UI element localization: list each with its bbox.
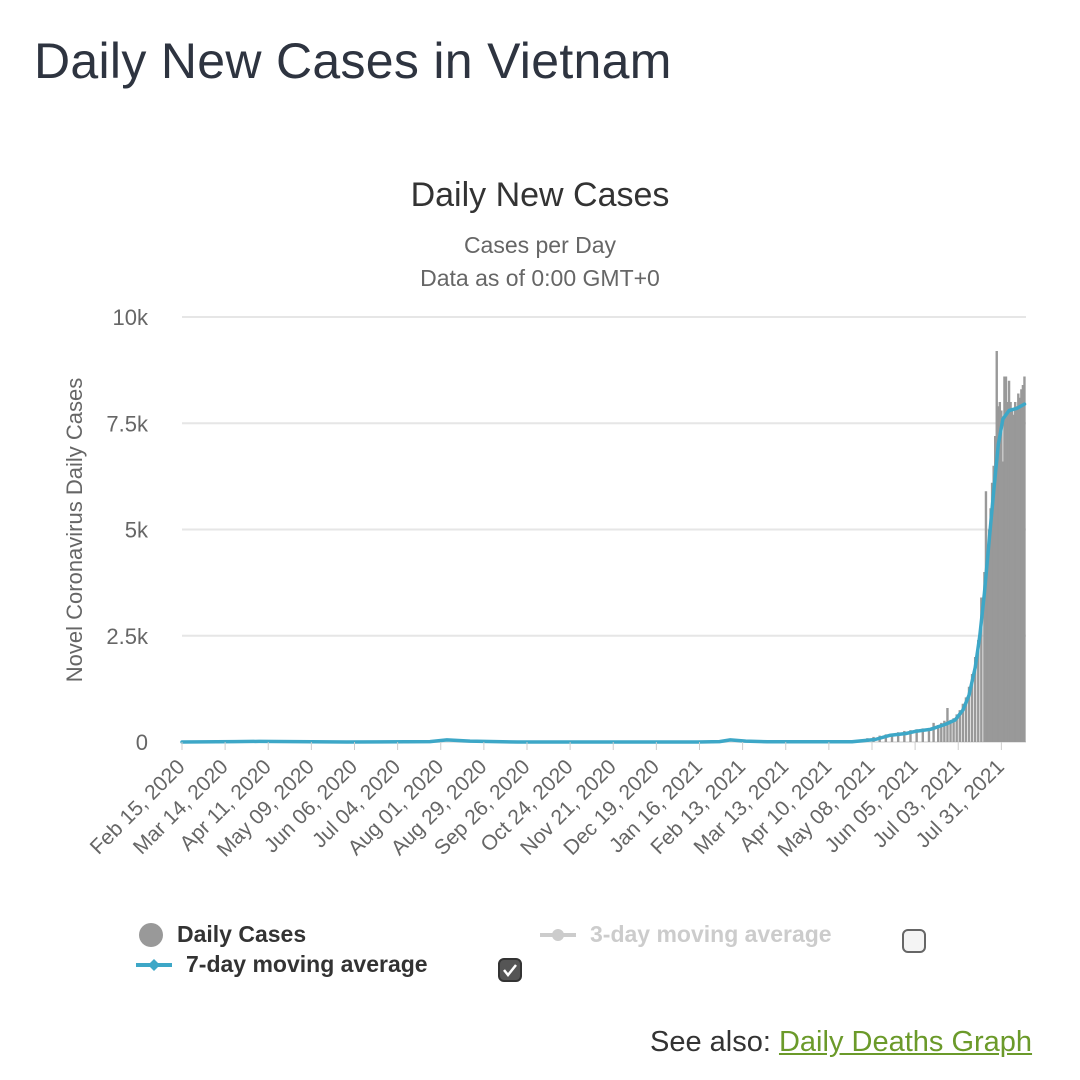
daily-cases-bar xyxy=(980,597,983,742)
legend-label: Daily Cases xyxy=(177,921,307,947)
daily-cases-bar xyxy=(1023,376,1026,742)
daily-cases-bar xyxy=(1004,376,1008,742)
daily-cases-bar xyxy=(1000,410,1003,742)
daily-cases-bar xyxy=(1009,402,1012,742)
daily-cases-bar xyxy=(983,572,986,742)
chart-title: Daily New Cases xyxy=(410,176,670,214)
ma7-line xyxy=(180,402,1027,744)
daily-cases-bar xyxy=(958,710,961,742)
daily-cases-bar xyxy=(961,703,965,742)
daily-cases-bar xyxy=(989,508,992,742)
y-axis-ticks: 0 2.5k 5k 7.5k 10k xyxy=(106,305,149,755)
daily-cases-bar xyxy=(952,718,955,742)
legend-line-icon xyxy=(540,923,576,947)
legend-ma3[interactable]: 3-day moving average xyxy=(540,921,832,948)
grid-lines xyxy=(182,316,1026,743)
ma3-checkbox[interactable] xyxy=(902,929,926,953)
daily-cases-bar xyxy=(896,732,900,742)
daily-cases-bar xyxy=(1007,380,1011,742)
daily-cases-bar xyxy=(998,402,1002,742)
daily-cases-bar xyxy=(903,730,906,742)
y-tick-label: 0 xyxy=(136,730,148,755)
legend-label: 7-day moving average xyxy=(186,951,428,977)
daily-cases-bar xyxy=(1020,389,1023,742)
page-title: Daily New Cases in Vietnam xyxy=(34,33,672,89)
y-tick-label: 7.5k xyxy=(106,411,149,436)
daily-cases-bar xyxy=(984,491,988,742)
daily-cases-bar xyxy=(927,727,931,742)
daily-cases-bar xyxy=(940,722,943,742)
daily-cases-bars xyxy=(853,351,1026,742)
daily-cases-bar xyxy=(986,559,989,742)
legend-daily-cases[interactable]: Daily Cases xyxy=(139,921,306,948)
daily-cases-bar xyxy=(1003,376,1006,742)
daily-cases-bar xyxy=(1010,410,1014,742)
daily-cases-bar xyxy=(937,725,940,742)
checkmark-icon xyxy=(503,964,517,978)
daily-cases-bar xyxy=(890,733,894,742)
daily-cases-bar xyxy=(1017,393,1020,742)
daily-cases-bar xyxy=(1012,414,1015,742)
daily-cases-bar xyxy=(995,351,998,742)
daily-cases-bar xyxy=(915,729,918,742)
daily-cases-bar xyxy=(993,436,997,742)
daily-cases-bar xyxy=(1021,385,1025,742)
daily-cases-bar xyxy=(1018,397,1022,742)
daily-cases-bar xyxy=(964,697,968,742)
daily-cases-bar xyxy=(970,674,974,742)
daily-cases-bar xyxy=(955,714,958,742)
y-tick-label: 5k xyxy=(125,518,149,543)
daily-cases-bar xyxy=(909,730,912,742)
legend-line-icon xyxy=(136,953,172,977)
daily-cases-bar xyxy=(987,529,991,742)
daily-cases-bar xyxy=(932,722,935,742)
daily-cases-bar xyxy=(973,657,977,742)
daily-cases-bar xyxy=(992,465,995,742)
daily-deaths-graph-link[interactable]: Daily Deaths Graph xyxy=(778,1026,1033,1058)
ma7-line-layer xyxy=(180,402,1027,744)
daily-cases-bar xyxy=(1015,406,1018,742)
chart-subtitle: Cases per Day xyxy=(463,232,617,258)
legend-label: 3-day moving average xyxy=(590,921,832,947)
legend-ma7[interactable]: 7-day moving average xyxy=(136,951,428,978)
see-also-label: See also: xyxy=(650,1026,771,1058)
daily-cases-bar xyxy=(977,640,980,742)
daily-cases-bar xyxy=(997,406,1000,742)
chart-data-date: Data as of 0:00 GMT+0 xyxy=(420,265,660,291)
y-tick-label: 2.5k xyxy=(106,624,149,649)
daily-cases-bar xyxy=(1006,402,1009,742)
daily-cases-bar xyxy=(967,686,971,742)
daily-cases-bar xyxy=(990,482,994,742)
y-axis-label: Novel Coronavirus Daily Cases xyxy=(62,378,87,682)
daily-cases-bar xyxy=(921,728,925,742)
legend-marker-circle-icon xyxy=(139,922,163,947)
daily-cases-bar xyxy=(949,719,952,742)
ma7-checkbox[interactable] xyxy=(498,958,522,982)
see-also: See also: Daily Deaths Graph xyxy=(650,1026,1032,1059)
daily-cases-bar xyxy=(1001,461,1005,742)
daily-cases-bar xyxy=(1014,402,1017,742)
daily-cases-bar xyxy=(943,720,946,742)
y-tick-label: 10k xyxy=(113,305,149,330)
